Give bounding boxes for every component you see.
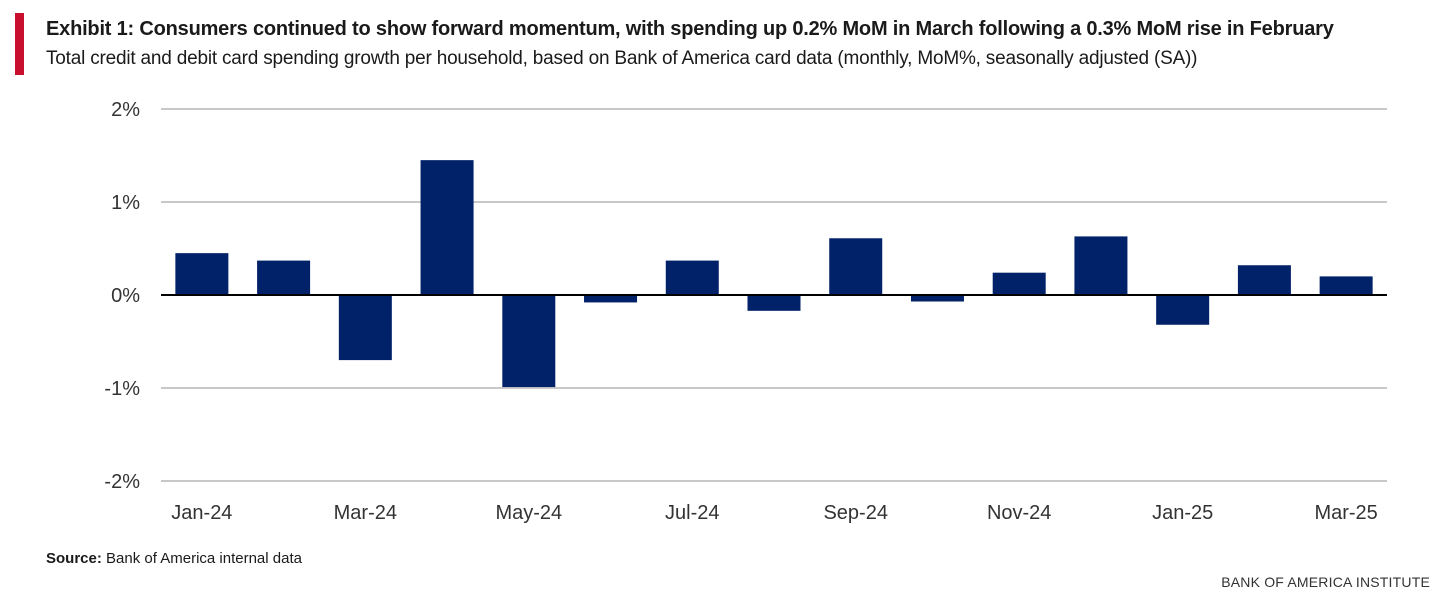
y-tick-label: 2% (111, 99, 140, 121)
bar (420, 160, 474, 295)
bar (747, 295, 801, 311)
bar (502, 295, 556, 388)
bar (338, 295, 392, 361)
bar (1156, 295, 1210, 325)
y-tick-label: 1% (111, 192, 140, 214)
x-tick-label: Sep-24 (823, 502, 888, 524)
brand-label: BANK OF AMERICA INSTITUTE (1221, 574, 1430, 590)
x-tick-label: May-24 (495, 502, 562, 524)
chart-title: Exhibit 1: Consumers continued to show f… (46, 18, 1334, 40)
bar (992, 272, 1046, 295)
y-tick-label: -1% (104, 378, 140, 400)
x-tick-label: Mar-25 (1314, 502, 1377, 524)
x-tick-label: Nov-24 (987, 502, 1051, 524)
y-tick-label: -2% (104, 471, 140, 493)
bar (1319, 276, 1373, 295)
chart-subtitle: Total credit and debit card spending gro… (46, 48, 1198, 69)
x-tick-label: Jul-24 (665, 502, 719, 524)
accent-bar (15, 13, 24, 75)
y-tick-label: 0% (111, 285, 140, 307)
bar (584, 295, 638, 303)
source-note: Source: Bank of America internal data (46, 550, 302, 567)
source-text: Bank of America internal data (101, 550, 302, 567)
bar (1237, 265, 1291, 295)
x-tick-label: Mar-24 (334, 502, 397, 524)
bar (257, 260, 311, 295)
bar (829, 238, 883, 295)
bar (175, 253, 229, 295)
bar (910, 295, 964, 302)
x-tick-label: Jan-24 (171, 502, 232, 524)
bar (665, 260, 719, 295)
x-tick-label: Jan-25 (1152, 502, 1213, 524)
bar (1074, 236, 1128, 295)
source-label: Source: (46, 550, 102, 567)
